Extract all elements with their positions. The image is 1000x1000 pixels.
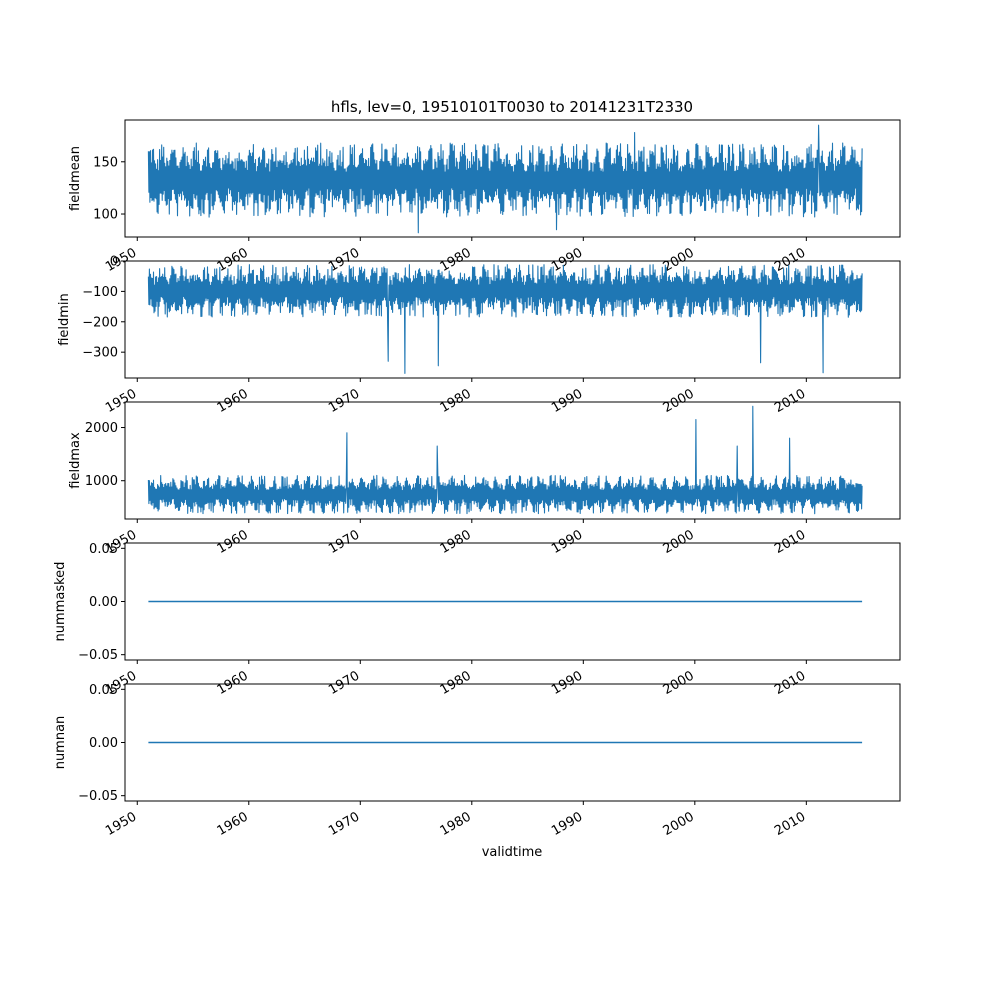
series-line-fieldmin xyxy=(147,264,863,374)
x-tick-label: 2000 xyxy=(661,386,697,416)
x-tick-label: 2010 xyxy=(772,245,808,275)
x-tick-label: 1970 xyxy=(326,809,362,839)
x-tick-label: 2010 xyxy=(772,386,808,416)
x-axis-label: validtime xyxy=(482,845,543,860)
series-line-fieldmean xyxy=(147,124,863,234)
x-tick-label: 1960 xyxy=(215,668,251,698)
y-tick-label: −0.05 xyxy=(78,648,118,663)
y-tick-label: −0.05 xyxy=(78,789,118,804)
x-tick-label: 1950 xyxy=(103,245,139,275)
y-tick-label: 0.05 xyxy=(89,683,118,698)
y-tick-label: 0.00 xyxy=(89,595,118,610)
x-tick-label: 1980 xyxy=(438,668,474,698)
x-tick-label: 1980 xyxy=(438,527,474,557)
y-tick-label: 100 xyxy=(93,208,118,223)
y-axis-label: fieldmean xyxy=(68,146,83,211)
y-tick-label: −300 xyxy=(82,346,118,361)
x-tick-label: 1970 xyxy=(326,386,362,416)
series-line-fieldmax xyxy=(147,405,863,515)
x-tick-label: 2000 xyxy=(661,668,697,698)
y-axis-label: nummasked xyxy=(53,562,68,642)
axes-frame xyxy=(124,119,901,238)
y-tick-label: 0.05 xyxy=(89,542,118,557)
y-tick-label: 150 xyxy=(93,155,118,170)
y-axis-label: numnan xyxy=(53,716,68,770)
x-tick-label: 1990 xyxy=(549,245,585,275)
axes-frame xyxy=(124,401,901,520)
axes-frame xyxy=(124,260,901,379)
y-tick-label: −200 xyxy=(82,315,118,330)
x-tick-label: 2000 xyxy=(661,809,697,839)
x-tick-label: 1970 xyxy=(326,527,362,557)
x-tick-label: 1980 xyxy=(438,386,474,416)
x-tick-label: 2010 xyxy=(772,527,808,557)
subplot-numnan: −0.05 0.00 0.05 1950 1960 1970 1980 1990 2000 201… xyxy=(53,683,901,839)
subplot-stack: 100 150 1950 1960 1970 1980 1990 2000 2010 fieldm… xyxy=(53,119,901,839)
y-tick-label: 2000 xyxy=(85,421,118,436)
x-tick-label: 1990 xyxy=(549,668,585,698)
x-tick-label: 1950 xyxy=(103,386,139,416)
x-tick-label: 1980 xyxy=(438,245,474,275)
x-tick-label: 1960 xyxy=(215,527,251,557)
x-tick-label: 1960 xyxy=(215,809,251,839)
x-tick-label: 1980 xyxy=(438,809,474,839)
x-tick-label: 1960 xyxy=(215,386,251,416)
x-tick-label: 1990 xyxy=(549,809,585,839)
y-tick-label: −100 xyxy=(82,285,118,300)
x-tick-label: 1990 xyxy=(549,386,585,416)
y-tick-label: 1000 xyxy=(85,474,118,489)
x-tick-label: 2010 xyxy=(772,668,808,698)
subplot-fieldmin: −300 −200 −100 0 1950 1960 1970 1980 1990 2000 201… xyxy=(57,255,901,416)
y-axis-label: fieldmax xyxy=(68,432,83,489)
x-tick-label: 1970 xyxy=(326,668,362,698)
y-tick-label: 0.00 xyxy=(89,736,118,751)
x-tick-label: 2000 xyxy=(661,527,697,557)
x-tick-label: 1990 xyxy=(549,527,585,557)
x-tick-label: 1950 xyxy=(103,809,139,839)
chart-title: hfls, lev=0, 19510101T0030 to 20141231T2… xyxy=(331,98,693,116)
y-tick-label: 0 xyxy=(110,255,118,270)
y-axis-label: fieldmin xyxy=(57,293,72,346)
x-tick-label: 2010 xyxy=(772,809,808,839)
